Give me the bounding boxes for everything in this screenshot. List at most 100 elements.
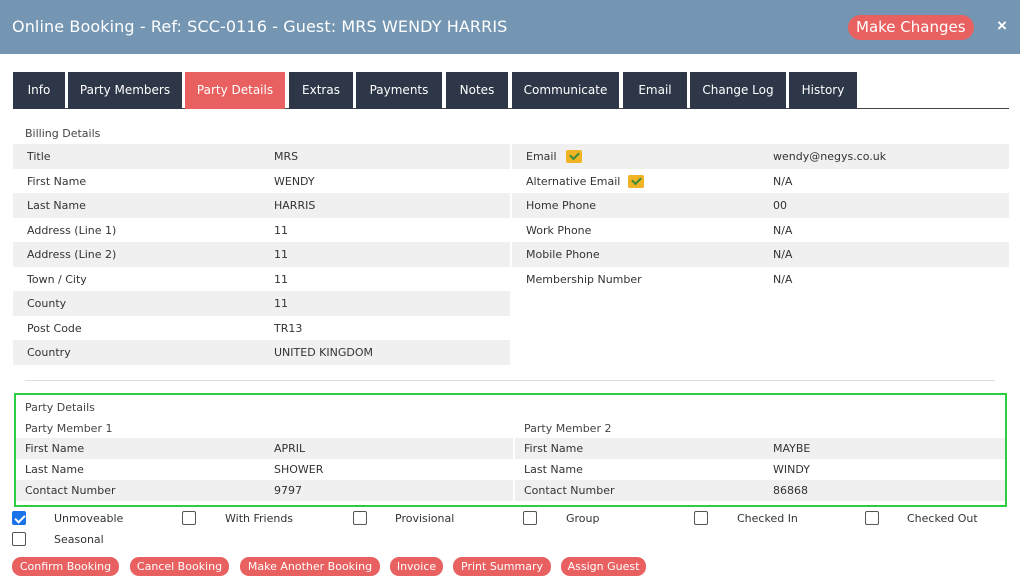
make-changes-button[interactable]: Make Changes [848,15,974,40]
make-another-booking-button[interactable]: Make Another Booking [240,557,380,576]
field-label: Country [27,346,71,359]
field-value: SHOWER [274,463,324,476]
field-value: MAYBE [773,442,811,455]
window-header: Online Booking - Ref: SCC-0116 - Guest: … [0,0,1020,54]
field-value: 11 [274,297,288,310]
cancel-booking-button[interactable]: Cancel Booking [130,557,229,576]
tab-bar: Info Party Members Party Details Extras … [13,72,1009,109]
field-label: Post Code [27,321,82,335]
field-value: TR13 [274,321,303,335]
party-details-panel: Party Details Party Member 1 Party Membe… [14,393,1007,507]
field-value: wendy@negys.co.uk [773,150,887,163]
tab-extras[interactable]: Extras [289,72,353,109]
provisional-label: Provisional [395,512,455,525]
email-verified-icon[interactable] [628,174,644,188]
email-verified-icon[interactable] [566,150,582,163]
billing-row-membership: Membership Number N/A [512,267,1009,292]
field-value: N/A [773,223,793,237]
tab-history[interactable]: History [789,72,857,109]
seasonal-checkbox[interactable] [12,532,26,546]
member-2-last-name: Last Name WINDY [515,459,1005,480]
field-value: N/A [773,248,793,261]
window-title: Online Booking - Ref: SCC-0116 - Guest: … [12,17,508,36]
field-label: First Name [25,442,85,455]
billing-row-post-code: Post Code TR13 [13,316,510,341]
billing-row-email: Email wendy@negys.co.uk [512,144,1009,169]
member-1-first-name: First Name APRIL [16,438,513,459]
billing-row-address-2: Address (Line 2) 11 [13,242,510,267]
checked-in-checkbox[interactable] [694,511,708,525]
field-value: MRS [274,150,299,163]
billing-row-country: Country UNITED KINGDOM [13,340,510,365]
billing-row-mobile-phone: Mobile Phone N/A [512,242,1009,267]
checked-in-label: Checked In [737,512,798,525]
billing-row-county: County 11 [13,291,510,316]
close-icon[interactable]: × [997,16,1007,35]
field-value: HARRIS [274,199,316,212]
print-summary-button[interactable]: Print Summary [453,557,551,576]
field-label: Mobile Phone [526,248,600,261]
field-value: APRIL [274,442,306,455]
field-label: Town / City [27,272,87,286]
tab-communicate[interactable]: Communicate [512,72,619,109]
with-friends-checkbox[interactable] [182,511,196,525]
checked-out-checkbox[interactable] [865,511,879,525]
tab-party-details[interactable]: Party Details [185,72,285,109]
field-label: Membership Number [526,272,642,286]
party-heading: Party Details [25,401,95,414]
section-divider [25,380,995,381]
confirm-booking-button[interactable]: Confirm Booking [12,557,119,576]
with-friends-label: With Friends [225,512,294,525]
billing-row-town: Town / City 11 [13,267,510,292]
unmoveable-checkbox[interactable] [12,511,26,525]
group-checkbox[interactable] [523,511,537,525]
field-label: First Name [27,174,87,188]
field-label: Email [526,150,557,163]
field-label: Address (Line 1) [27,223,117,237]
group-label: Group [566,512,600,525]
field-label: County [27,297,67,310]
billing-heading: Billing Details [25,127,101,140]
tab-notes[interactable]: Notes [446,72,508,109]
billing-row-address-1: Address (Line 1) 11 [13,218,510,243]
field-label: Last Name [25,463,84,476]
invoice-button[interactable]: Invoice [390,557,443,576]
billing-row-last-name: Last Name HARRIS [13,193,510,218]
field-label: First Name [524,442,584,455]
field-label: Last Name [27,199,86,212]
member-2-first-name: First Name MAYBE [515,438,1005,459]
field-label: Home Phone [526,199,597,212]
billing-row-first-name: First Name WENDY [13,169,510,194]
unmoveable-label: Unmoveable [54,512,124,525]
field-label: Alternative Email [526,174,621,188]
billing-row-work-phone: Work Phone N/A [512,218,1009,243]
tab-payments[interactable]: Payments [356,72,442,109]
billing-row-title: Title MRS [13,144,510,169]
provisional-checkbox[interactable] [353,511,367,525]
field-label: Contact Number [524,484,615,497]
field-value: 11 [274,248,288,261]
field-label: Address (Line 2) [27,248,117,261]
party-member-2-title: Party Member 2 [524,422,612,435]
field-value: WINDY [773,463,810,476]
tab-info[interactable]: Info [13,72,65,109]
field-value: 9797 [274,484,302,497]
member-1-contact: Contact Number 9797 [16,480,513,501]
field-label: Title [27,150,51,163]
billing-row-home-phone: Home Phone 00 [512,193,1009,218]
field-label: Last Name [524,463,583,476]
field-value: N/A [773,174,793,188]
field-label: Work Phone [526,223,592,237]
tab-email[interactable]: Email [623,72,687,109]
field-value: 00 [773,199,787,212]
field-label: Contact Number [25,484,116,497]
assign-guest-button[interactable]: Assign Guest [561,557,646,576]
tab-change-log[interactable]: Change Log [690,72,786,109]
field-value: N/A [773,272,793,286]
tab-party-members[interactable]: Party Members [68,72,182,109]
field-value: 11 [274,272,288,286]
member-2-contact: Contact Number 86868 [515,480,1005,501]
field-value: WENDY [274,174,315,188]
checked-out-label: Checked Out [907,512,978,525]
billing-row-alt-email: Alternative Email N/A [512,169,1009,194]
